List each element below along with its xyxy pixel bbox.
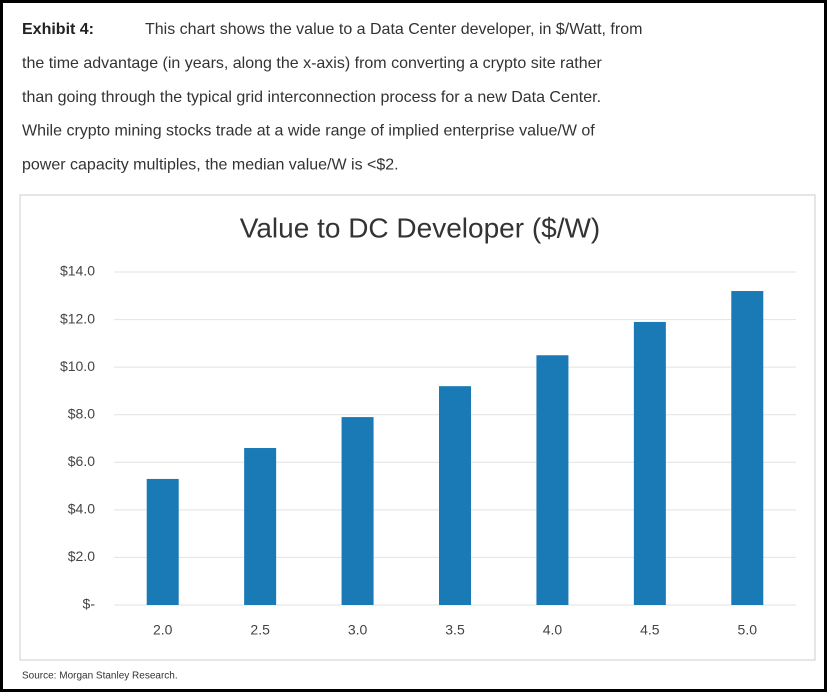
bar [146, 478, 179, 605]
bar [633, 321, 666, 605]
y-tick-label: $10.0 [60, 358, 95, 374]
bar [341, 417, 374, 605]
y-tick-label: $12.0 [60, 310, 95, 326]
y-tick-label: $2.0 [68, 548, 95, 564]
caption-line: While crypto mining stocks trade at a wi… [22, 123, 595, 140]
x-tick-label: 4.0 [543, 622, 563, 638]
x-tick-label: 3.5 [445, 622, 465, 638]
caption-line: the time advantage (in years, along the … [22, 55, 603, 72]
y-tick-label: $8.0 [68, 405, 95, 421]
chart-frame [19, 194, 816, 661]
x-tick-label: 3.0 [348, 622, 368, 638]
bar [439, 386, 471, 605]
source: Source: Morgan Stanley Research. [22, 671, 178, 682]
caption-line: power capacity multiples, the median val… [22, 156, 399, 173]
y-tick-label: $14.0 [60, 263, 95, 279]
x-tick-label: 5.0 [738, 622, 758, 638]
y-tick-label: $6.0 [68, 453, 95, 469]
x-tick-label: 4.5 [640, 622, 660, 638]
caption-line: than going through the typical grid inte… [22, 89, 601, 106]
bar [536, 355, 569, 605]
bar [244, 448, 277, 605]
bar [731, 291, 764, 605]
exhibit-label: Exhibit 4: [22, 21, 94, 38]
x-tick-label: 2.5 [250, 622, 270, 638]
y-tick-label: $4.0 [68, 501, 95, 517]
x-tick-label: 2.0 [153, 622, 173, 638]
chart-title: Value to DC Developer ($/W) [240, 212, 601, 243]
caption-line: This chart shows the value to a Data Cen… [145, 21, 642, 38]
y-tick-label: $- [83, 596, 96, 612]
